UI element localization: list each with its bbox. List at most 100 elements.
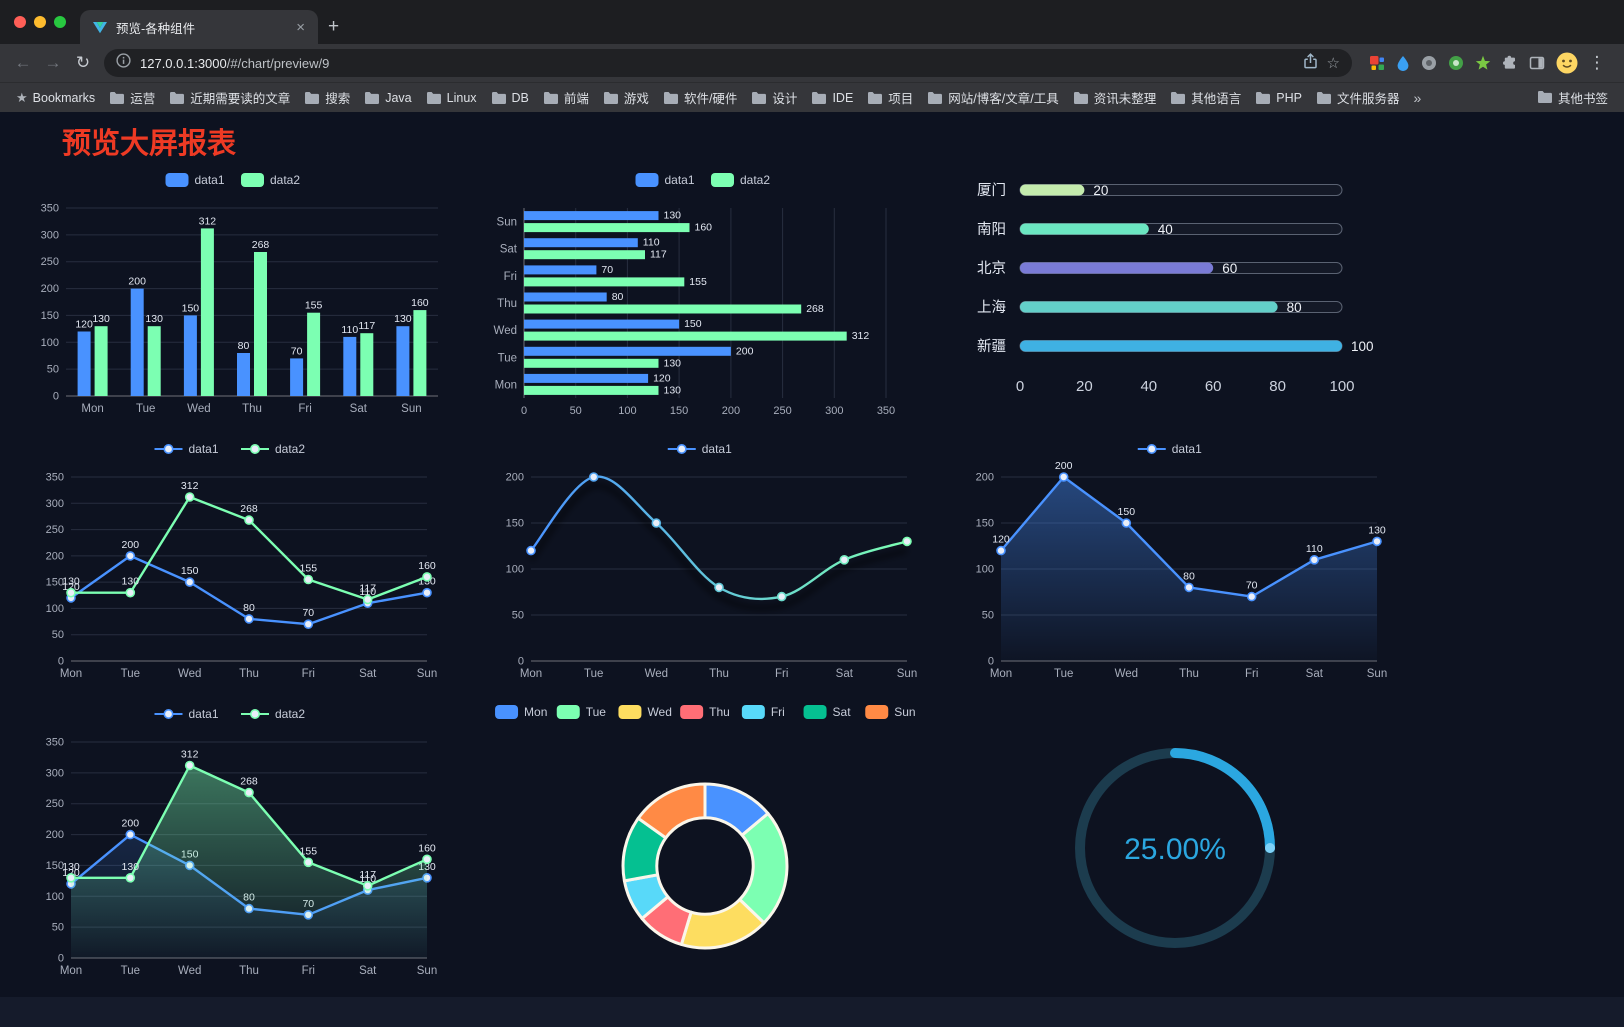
legend-item[interactable]: Thu — [680, 705, 730, 719]
bookmark-item[interactable]: 游戏 — [603, 88, 649, 107]
share-icon[interactable] — [1303, 52, 1318, 74]
svg-text:北京: 北京 — [977, 260, 1006, 277]
folder-icon — [1537, 90, 1553, 106]
kebab-menu-icon[interactable]: ⋮ — [1588, 53, 1606, 72]
address-bar[interactable]: 127.0.0.1:3000/#/chart/preview/9 ☆ — [104, 49, 1352, 77]
bookmark-item[interactable]: 前端 — [543, 88, 589, 107]
legend-item[interactable]: data1 — [165, 173, 225, 187]
gauge-progress-chart[interactable]: 25.00% — [960, 698, 1390, 999]
bookmark-item[interactable]: 运营 — [109, 88, 155, 107]
svg-text:Sun: Sun — [897, 668, 917, 680]
forward-button[interactable]: → — [44, 53, 62, 72]
svg-text:Fri: Fri — [298, 403, 311, 415]
legend-item[interactable]: data1 — [635, 173, 695, 187]
folder-icon — [868, 92, 883, 104]
legend-item[interactable]: Wed — [618, 705, 672, 719]
legend-item[interactable]: Sun — [865, 705, 916, 719]
bookmark-item[interactable]: 设计 — [751, 88, 797, 107]
bookmark-item[interactable]: IDE — [811, 91, 853, 105]
svg-text:70: 70 — [291, 345, 303, 357]
svg-text:150: 150 — [670, 405, 688, 417]
bookmark-item[interactable]: 搜索 — [304, 88, 350, 107]
minimize-window-button[interactable] — [34, 16, 46, 28]
legend-item[interactable]: data1 — [1137, 442, 1202, 456]
svg-text:117: 117 — [650, 249, 667, 261]
svg-text:0: 0 — [58, 656, 64, 668]
svg-text:150: 150 — [976, 518, 994, 530]
blue-drop-extension-icon[interactable] — [1396, 55, 1410, 71]
site-info-icon[interactable] — [116, 53, 131, 73]
bookmark-label: 资讯未整理 — [1093, 92, 1157, 106]
legend-item[interactable]: data2 — [241, 707, 305, 721]
donut-pie-chart[interactable]: Mon Tue Wed Thu Fri Sat Sun — [470, 698, 940, 999]
folder-icon — [812, 92, 827, 104]
legend-item[interactable]: Sat — [803, 705, 852, 719]
bookmark-item[interactable]: Java — [364, 91, 412, 105]
green-star-extension-icon[interactable] — [1475, 55, 1491, 71]
new-tab-button[interactable]: + — [328, 16, 340, 37]
legend-item[interactable]: Mon — [495, 705, 547, 719]
grouped-bar-chart[interactable]: data1 data2 0 50 100 150 200 250 300 350 Mon 120 130… — [20, 164, 450, 433]
bookmark-item[interactable]: 网站/博客/文章/工具 — [927, 88, 1059, 107]
folder-icon — [110, 92, 125, 104]
side-panel-icon[interactable] — [1529, 55, 1545, 71]
folder-icon — [1073, 92, 1088, 104]
bookmark-item[interactable]: 文件服务器 — [1316, 88, 1399, 107]
other-bookmarks[interactable]: 其他书签 — [1537, 88, 1608, 107]
url-path: /#/chart/preview/9 — [226, 55, 330, 71]
tab-strip: 预览-各种组件 × + — [0, 0, 1624, 44]
svg-text:350: 350 — [46, 472, 64, 484]
bookmark-item[interactable]: 其他语言 — [1170, 88, 1241, 107]
svg-text:200: 200 — [122, 539, 140, 551]
svg-text:150: 150 — [41, 310, 59, 322]
legend-item[interactable]: Tue — [556, 705, 607, 719]
dual-area-line-chart[interactable]: data1 data2 0 50 100 150 200 250 300 350 Mon Tue Wed… — [25, 698, 445, 995]
extensions-puzzle-icon[interactable] — [1502, 55, 1518, 71]
bookmark-label: IDE — [832, 90, 854, 105]
bookmark-label: 项目 — [888, 92, 914, 106]
bookmarks-overflow-chevron[interactable]: » — [1413, 89, 1422, 106]
svg-text:Mon: Mon — [990, 668, 1012, 680]
bookmark-star-icon[interactable]: ☆ — [1326, 55, 1340, 72]
tab-close-icon[interactable]: × — [296, 18, 305, 36]
legend-item[interactable]: Fri — [741, 705, 785, 719]
horizontal-bar-chart[interactable]: data1 data2 0 50 100 150 200 250 300 350 Sun 130 160… — [480, 164, 930, 433]
svg-text:130: 130 — [664, 384, 682, 396]
tab-title: 预览-各种组件 — [116, 21, 196, 36]
svg-text:Sun: Sun — [1367, 668, 1387, 680]
legend-item[interactable]: data1 — [154, 707, 219, 721]
back-button[interactable]: ← — [14, 53, 32, 72]
svg-text:Sun: Sun — [417, 965, 437, 977]
legend-item[interactable]: data2 — [241, 173, 300, 187]
green-circle-extension-icon[interactable] — [1448, 55, 1464, 71]
svg-text:Tue: Tue — [121, 965, 140, 977]
svg-text:100: 100 — [506, 564, 524, 576]
city-progress-chart[interactable]: 厦门 20 南阳 40 北京 60 上海 80 新疆 100 0 20 40 60 80 100 — [960, 164, 1390, 425]
gradient-line-chart[interactable]: data1 0 50 100 150 200 Mon Tue Wed Thu Fri Sat Sun — [485, 433, 925, 698]
legend-item[interactable]: data1 — [667, 442, 732, 456]
area-line-chart[interactable]: data1 0 50 100 150 200 Mon Tue Wed Thu Fri Sat Sun 12… — [955, 433, 1395, 698]
bookmarks-root[interactable]: ★ Bookmarks — [16, 90, 95, 106]
reload-button[interactable]: ↻ — [75, 53, 91, 72]
grey-circle-extension-icon[interactable] — [1421, 55, 1437, 71]
bookmark-item[interactable]: DB — [491, 91, 529, 105]
svg-text:110: 110 — [643, 237, 660, 249]
bookmark-item[interactable]: Linux — [426, 91, 477, 105]
bookmark-item[interactable]: 资讯未整理 — [1073, 88, 1157, 107]
colorful-grid-extension-icon[interactable] — [1369, 55, 1385, 71]
profile-avatar[interactable] — [1556, 52, 1578, 74]
browser-tab[interactable]: 预览-各种组件 × — [80, 10, 318, 44]
bookmark-item[interactable]: PHP — [1255, 91, 1302, 105]
legend-item[interactable]: data1 — [154, 442, 219, 456]
folder-icon — [663, 92, 678, 104]
bookmark-item[interactable]: 近期需要读的文章 — [169, 88, 290, 107]
svg-text:40: 40 — [1140, 378, 1157, 395]
close-window-button[interactable] — [14, 16, 26, 28]
dual-line-chart[interactable]: data1 data2 0 50 100 150 200 250 300 350 Mon Tue Wed… — [25, 433, 445, 698]
bookmark-item[interactable]: 软件/硬件 — [663, 88, 737, 107]
legend-item[interactable]: data2 — [241, 442, 305, 456]
fullscreen-window-button[interactable] — [54, 16, 66, 28]
legend-item[interactable]: data2 — [711, 173, 770, 187]
bookmark-item[interactable]: 项目 — [867, 88, 913, 107]
line-chart-svg: data1 data2 0 50 100 150 200 250 300 350 Mon Tue Wed… — [46, 442, 438, 680]
